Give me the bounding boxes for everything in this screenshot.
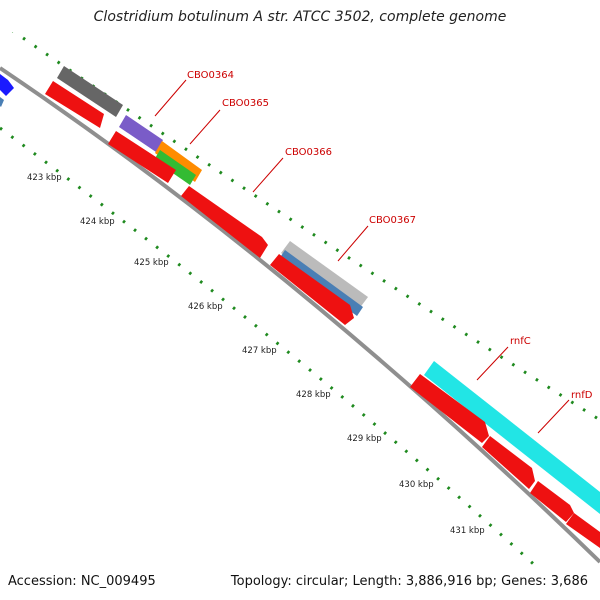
genome-summary-text: Topology: circular; Length: 3,886,916 bp… bbox=[230, 574, 588, 589]
accession-text: Accession: NC_009495 bbox=[8, 574, 156, 589]
kbp-label-429: 429 kbp bbox=[347, 434, 382, 444]
gene-label-cbo0365: CBO0365 bbox=[222, 98, 269, 109]
kbp-label-430: 430 kbp bbox=[399, 480, 434, 490]
steel-gene-left bbox=[0, 97, 4, 107]
gene-green bbox=[154, 150, 196, 185]
label-line-cbo0364 bbox=[154, 79, 187, 117]
gene-rnfc bbox=[424, 361, 600, 514]
kbp-label-425: 425 kbp bbox=[134, 258, 169, 268]
label-line-cbo0366 bbox=[252, 157, 284, 193]
kbp-label-427: 427 kbp bbox=[242, 346, 277, 356]
kbp-label-426: 426 kbp bbox=[188, 302, 223, 312]
gene-label-rnfc: rnfC bbox=[510, 336, 531, 347]
gene-label-cbo0364: CBO0364 bbox=[187, 70, 234, 81]
gene-cbo0365 bbox=[119, 115, 163, 152]
label-line-rnfd bbox=[537, 399, 570, 434]
label-line-cbo0365 bbox=[189, 109, 221, 145]
cds-5 bbox=[410, 374, 489, 443]
cds-2 bbox=[108, 131, 176, 183]
cds-8 bbox=[566, 513, 600, 548]
cds-4 bbox=[270, 254, 354, 325]
kbp-label-424: 424 kbp bbox=[80, 217, 115, 227]
gene-label-rnfd: rnfD bbox=[571, 390, 593, 401]
label-line-cbo0367 bbox=[337, 225, 369, 262]
kbp-label-423: 423 kbp bbox=[27, 173, 62, 183]
gene-label-cbo0367: CBO0367 bbox=[369, 215, 416, 226]
gene-label-cbo0366: CBO0366 bbox=[285, 147, 332, 158]
gene-cbo0364 bbox=[57, 66, 123, 117]
gene-cbo0367-gray bbox=[281, 241, 368, 309]
cds-7 bbox=[530, 481, 574, 522]
genome-backbone bbox=[0, 66, 600, 564]
kbp-label-428: 428 kbp bbox=[296, 390, 331, 400]
cds-1 bbox=[45, 81, 104, 128]
kbp-label-431: 431 kbp bbox=[450, 526, 485, 536]
blue-gene bbox=[0, 74, 14, 96]
gene-cbo0367-steel bbox=[279, 250, 363, 316]
cds-6 bbox=[482, 436, 535, 489]
label-line-rnfc bbox=[476, 346, 509, 381]
cds-3 bbox=[181, 186, 268, 258]
map-title: Clostridium botulinum A str. ATCC 3502, … bbox=[93, 9, 507, 25]
